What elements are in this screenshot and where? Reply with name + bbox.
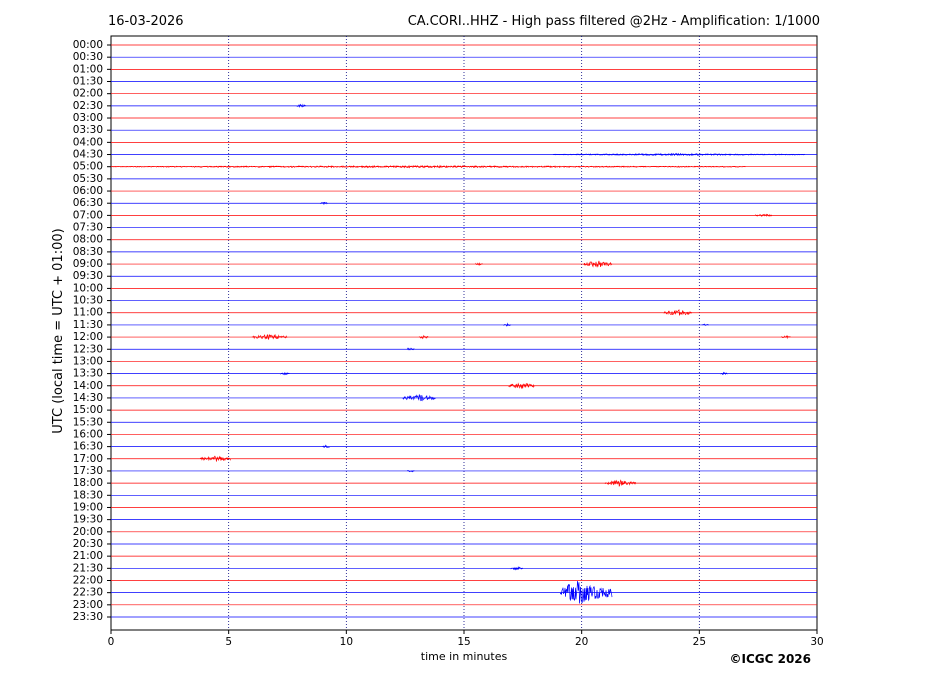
y-tick-label: 01:30 [73,76,103,88]
x-tick-label: 0 [108,636,115,648]
y-tick-label: 05:30 [73,173,103,185]
y-tick-label: 00:30 [73,51,103,63]
y-tick-label: 17:30 [73,465,103,477]
y-tick-label: 02:30 [73,100,103,112]
seismic-event [320,201,328,205]
seismic-event [663,309,693,316]
y-tick-label: 19:30 [73,514,103,526]
seismic-event [475,262,483,266]
seismic-event [200,455,231,462]
seismic-event [552,152,806,157]
y-tick-label: 08:30 [73,246,103,258]
y-tick-label: 04:00 [73,136,103,148]
y-tick-label: 11:30 [73,319,103,331]
seismic-event [604,479,637,487]
y-tick-label: 20:30 [73,538,103,550]
y-tick-label: 09:30 [73,270,103,282]
seismic-event [407,347,415,351]
seismic-event [701,323,709,326]
y-tick-label: 22:30 [73,587,103,599]
y-tick-label: 06:30 [73,197,103,209]
x-tick-label: 5 [225,636,232,648]
seismic-event [508,382,535,390]
seismic-event [110,164,747,169]
y-axis-label: UTC (local time = UTC + 01:00) [51,228,66,433]
seismic-event [418,334,429,340]
y-tick-label: 06:00 [73,185,103,197]
y-tick-label: 21:00 [73,550,103,562]
chart-title: CA.CORI..HHZ - High pass filtered @2Hz -… [408,14,820,29]
seismic-event [407,469,415,473]
seismic-event [720,371,728,375]
y-tick-label: 10:00 [73,282,103,294]
x-tick-label: 30 [810,636,823,648]
y-tick-label: 21:30 [73,562,103,574]
y-tick-label: 23:00 [73,599,103,611]
seismic-event [279,371,290,376]
y-tick-label: 05:00 [73,161,103,173]
y-tick-label: 07:30 [73,222,103,234]
x-tick-label: 20 [575,636,588,648]
y-tick-label: 19:00 [73,501,103,513]
x-tick-label: 25 [693,636,706,648]
y-tick-label: 15:30 [73,416,103,428]
y-tick-label: 16:00 [73,428,103,440]
y-tick-label: 14:00 [73,380,103,392]
seismic-event [402,394,436,402]
y-tick-label: 00:00 [73,39,103,51]
y-tick-label: 12:00 [73,331,103,343]
y-tick-label: 10:30 [73,295,103,307]
x-tick-label: 10 [340,636,353,648]
y-tick-label: 16:30 [73,441,103,453]
seismic-event [251,333,288,340]
y-tick-label: 20:00 [73,526,103,538]
x-axis-label: time in minutes [421,650,508,663]
seismic-event [781,335,791,340]
y-tick-label: 14:30 [73,392,103,404]
y-tick-label: 03:30 [73,124,103,136]
y-tick-label: 07:00 [73,209,103,221]
y-tick-label: 23:30 [73,611,103,623]
copyright: ©ICGC 2026 [729,652,811,666]
seismic-event [322,444,330,448]
y-tick-label: 02:00 [73,88,103,100]
seismic-event [583,260,613,268]
y-tick-label: 09:00 [73,258,103,270]
y-tick-label: 08:00 [73,234,103,246]
y-tick-label: 04:30 [73,149,103,161]
y-tick-label: 17:00 [73,453,103,465]
y-tick-label: 18:00 [73,477,103,489]
seismic-event [510,566,523,571]
y-tick-label: 13:30 [73,368,103,380]
y-tick-label: 03:00 [73,112,103,124]
seismic-event [560,580,613,604]
seismic-event [503,322,512,327]
y-tick-label: 11:00 [73,307,103,319]
y-tick-label: 13:00 [73,355,103,367]
y-tick-label: 01:00 [73,63,103,75]
y-tick-label: 12:30 [73,343,103,355]
y-tick-label: 15:00 [73,404,103,416]
y-tick-label: 18:30 [73,489,103,501]
date: 16-03-2026 [108,14,184,29]
x-tick-label: 15 [457,636,470,648]
seismic-event [296,103,307,109]
y-tick-label: 22:00 [73,574,103,586]
seismic-event [755,213,773,217]
